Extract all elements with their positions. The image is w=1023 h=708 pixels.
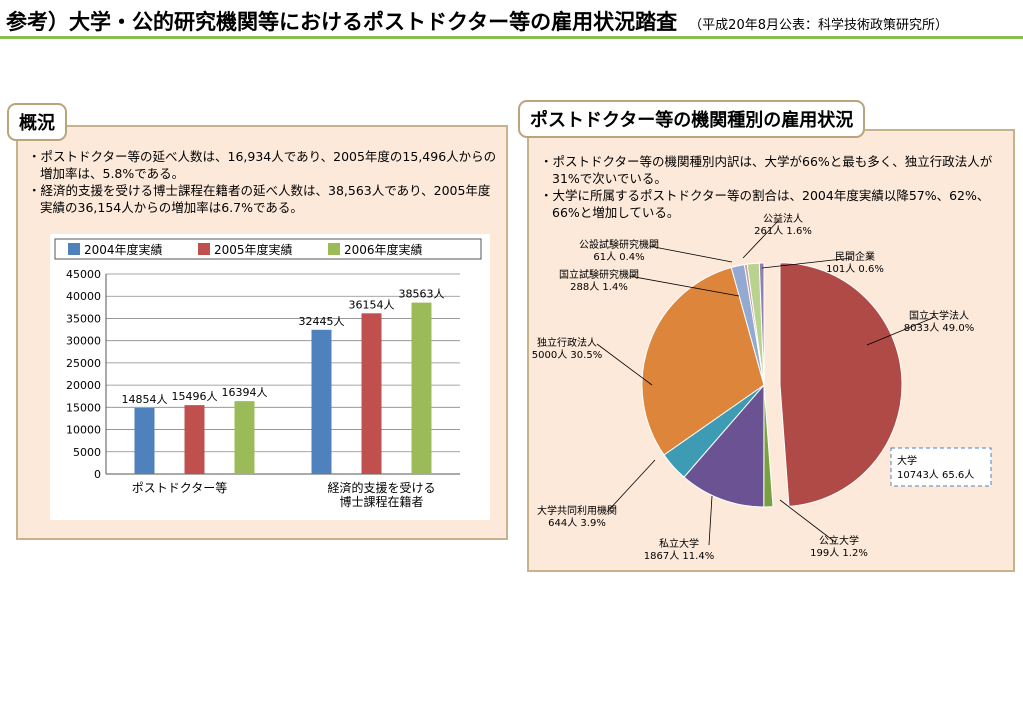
legend-box (54, 238, 482, 260)
leader-line (606, 459, 656, 513)
bar (311, 329, 332, 474)
leader-line (596, 343, 653, 386)
slice-label: 民間企業 (835, 250, 875, 263)
slice-value-label: 644人 3.9% (548, 517, 606, 529)
data-label: 36154人 (349, 298, 395, 311)
slice-label: 国立大学法人 (909, 309, 969, 322)
institution-bullet: ・大学に所属するポストドクター等の割合は、2004年度実績以降57%、62%、6… (540, 188, 990, 220)
slice-value-label: 101人 0.6% (826, 263, 884, 275)
legend-label: 2004年度実績 (84, 242, 163, 257)
legend-swatch (68, 243, 80, 255)
slice-value-label: 199人 1.2% (810, 547, 868, 559)
source-note: （平成20年8月公表：科学技術政策研究所） (689, 18, 948, 33)
leader-line (761, 257, 852, 269)
slice-value-label: 61人 0.4% (593, 251, 644, 263)
overview-tab: 概況 (7, 103, 67, 141)
title-divider (0, 36, 1023, 39)
pie-slice (763, 384, 774, 508)
slice-label: 私立大学 (659, 537, 699, 550)
slice-label: 公立大学 (819, 534, 859, 547)
legend-swatch (328, 243, 340, 255)
pie-slice (779, 262, 903, 507)
y-tick-label: 5000 (73, 446, 101, 459)
y-tick-label: 35000 (66, 312, 101, 325)
bar-chart: 2004年度実績 2005年度実績 2006年度実績 0 5000 10000 15000 2… (50, 234, 490, 520)
pie-slice (641, 266, 765, 456)
y-tick-label: 10000 (66, 424, 101, 437)
data-label: 32445人 (299, 315, 345, 328)
institution-bullets: ・ポストドクター等の機関種別内訳は、大学が66%と最も多く、独立行政法人が31%… (540, 153, 1010, 221)
data-label: 38563人 (399, 288, 445, 301)
university-group-label: 大学 (897, 454, 917, 467)
university-group-box (890, 447, 992, 487)
data-label: 15496人 (172, 390, 218, 403)
y-tick-label: 0 (94, 468, 101, 481)
x-tick-label: ポストドクター等 (132, 481, 228, 495)
leader-line (779, 499, 836, 543)
slice-value-label: 5000人 30.5% (532, 349, 602, 361)
bar (411, 302, 432, 474)
y-tick-label: 40000 (66, 290, 101, 303)
overview-bullets: ・ポストドクター等の延べ人数は、16,934人であり、2005年度の15,496… (28, 148, 498, 216)
slice-label: 国立試験研究機関 (559, 268, 639, 281)
leader-line (866, 316, 936, 346)
pie-slice (683, 383, 765, 508)
y-tick-label: 15000 (66, 401, 101, 414)
y-tick-label: 45000 (66, 268, 101, 281)
x-tick-label: 博士課程在籍者 (339, 494, 423, 509)
slice-label: 公設試験研究機関 (579, 238, 659, 251)
page-title: 参考）大学・公的研究機関等におけるポストドクター等の雇用状況踏査 （平成20年8月… (6, 6, 948, 36)
bar (361, 313, 382, 474)
leader-line (648, 245, 733, 263)
pie-slice (758, 262, 765, 386)
y-tick-label: 20000 (66, 379, 101, 392)
institution-bullet: ・ポストドクター等の機関種別内訳は、大学が66%と最も多く、独立行政法人が31%… (540, 154, 993, 186)
legend-label: 2006年度実績 (344, 242, 423, 257)
slice-value-label: 288人 1.4% (570, 281, 628, 293)
slice-label: 大学共同利用機関 (537, 504, 617, 517)
y-tick-label: 25000 (66, 357, 101, 370)
x-tick-label: 経済的支援を受ける (327, 480, 435, 495)
bar (134, 407, 155, 474)
leader-line (628, 275, 740, 297)
leader-line (742, 219, 780, 259)
title-text: 参考）大学・公的研究機関等におけるポストドクター等の雇用状況踏査 (6, 10, 678, 34)
slice-value-label: 261人 1.6% (754, 225, 812, 237)
data-label: 16394人 (222, 386, 268, 399)
slice-value-label: 8033人 49.0% (904, 322, 974, 334)
university-group-value: 10743人 65.6人 (897, 469, 974, 481)
slice-label: 公益法人 (763, 212, 803, 225)
institution-tab: ポストドクター等の機関種別の雇用状況 (518, 100, 866, 138)
legend-swatch (198, 243, 210, 255)
bar (184, 405, 205, 474)
slice-label: 独立行政法人 (537, 336, 597, 349)
data-label: 14854人 (122, 393, 168, 406)
y-tick-label: 30000 (66, 335, 101, 348)
overview-bullet: ・経済的支援を受ける博士課程在籍者の延べ人数は、38,563人であり、2005年… (28, 183, 491, 215)
legend-label: 2005年度実績 (214, 242, 293, 257)
slice-value-label: 1867人 11.4% (644, 550, 714, 562)
bar (234, 401, 255, 474)
leader-line (708, 495, 713, 546)
overview-bullet: ・ポストドクター等の延べ人数は、16,934人であり、2005年度の15,496… (28, 149, 497, 181)
